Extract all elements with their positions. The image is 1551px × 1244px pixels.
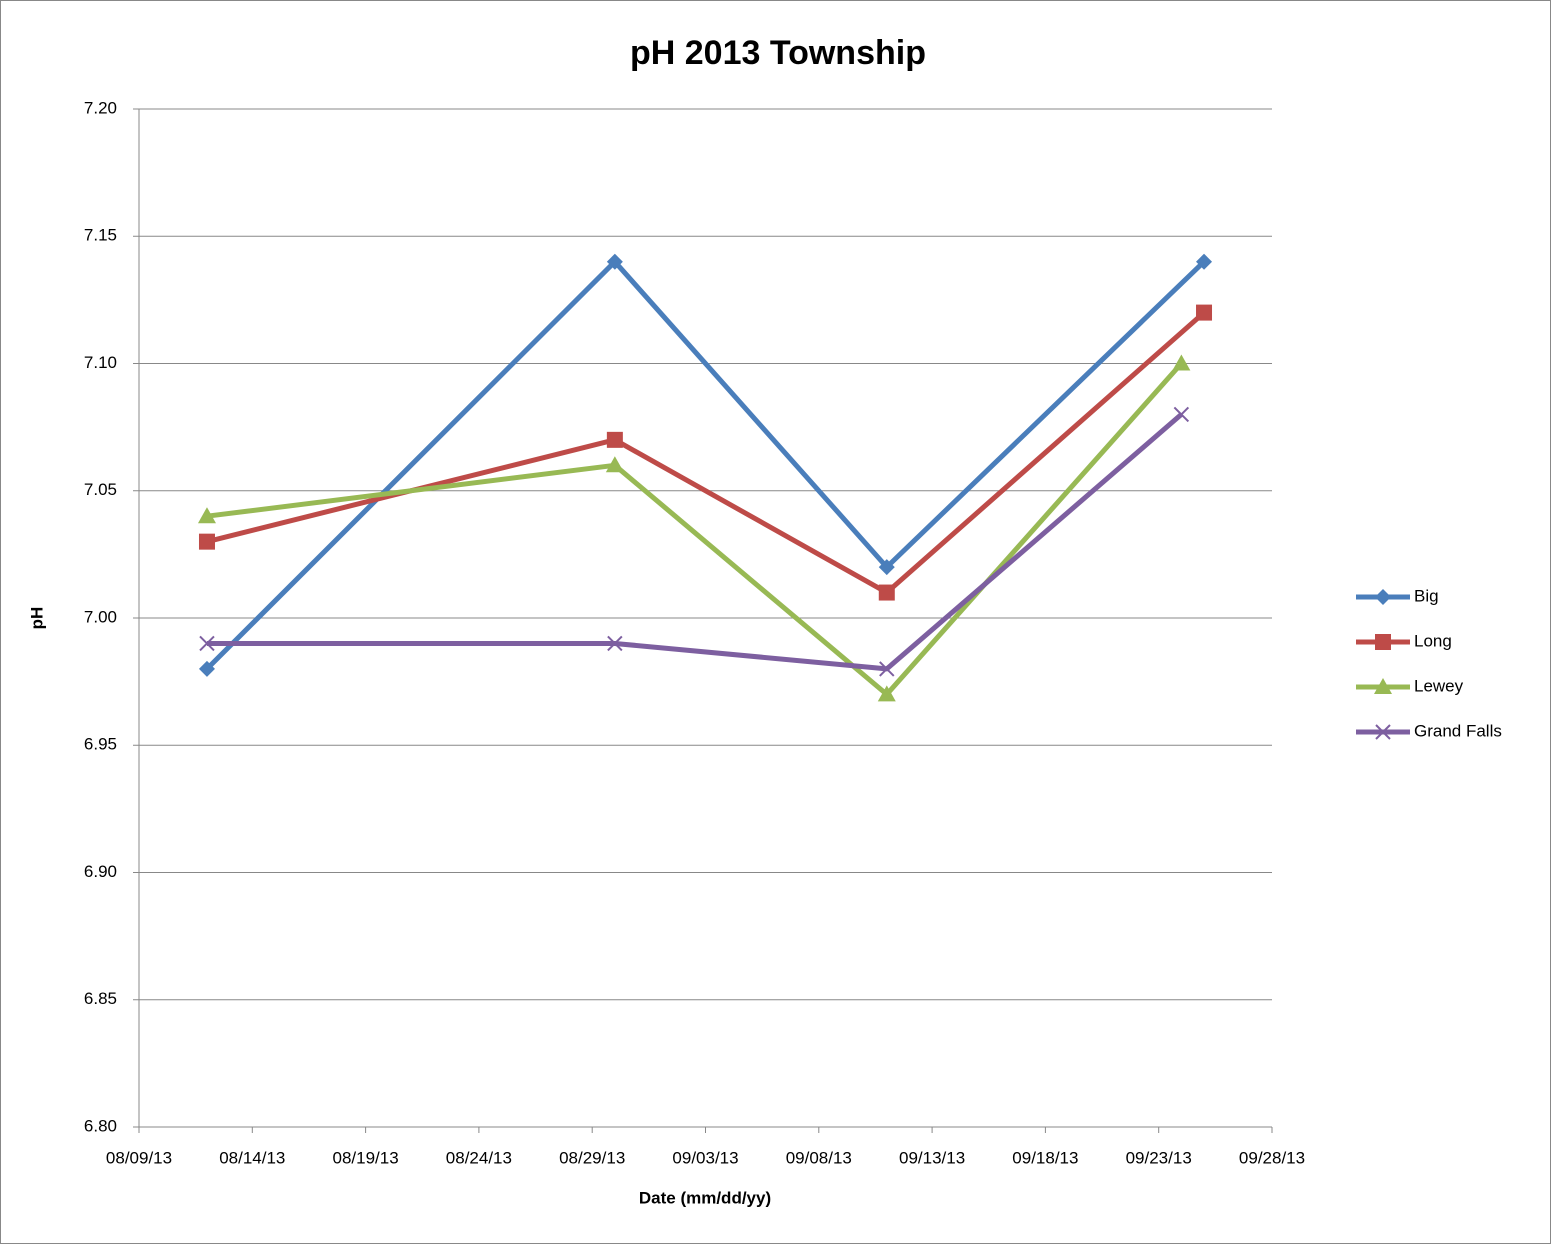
x-tick-label: 08/19/13 xyxy=(333,1148,399,1167)
chart-title: pH 2013 Township xyxy=(630,34,926,72)
y-tick-label: 6.85 xyxy=(84,989,117,1008)
x-tick-label: 09/18/13 xyxy=(1012,1148,1078,1167)
series-line xyxy=(205,259,1206,671)
x-tick-label: 09/03/13 xyxy=(672,1148,738,1167)
legend-label: Grand Falls xyxy=(1414,721,1502,740)
x-axis-label: Date (mm/dd/yy) xyxy=(639,1188,771,1207)
legend-marker xyxy=(1375,724,1391,740)
data-point xyxy=(1196,304,1213,321)
data-point xyxy=(605,456,624,473)
data-point xyxy=(606,253,623,270)
data-point xyxy=(878,584,895,601)
x-tick-label: 08/29/13 xyxy=(559,1148,625,1167)
legend-label: Long xyxy=(1414,631,1452,650)
data-point xyxy=(606,431,623,448)
y-tick-label: 7.15 xyxy=(84,226,117,245)
x-tick-label: 09/13/13 xyxy=(899,1148,965,1167)
y-tick-label: 6.80 xyxy=(84,1116,117,1135)
x-tick-label: 08/24/13 xyxy=(446,1148,512,1167)
data-point xyxy=(199,635,215,652)
data-point xyxy=(1173,406,1190,423)
data-point xyxy=(1172,354,1191,371)
data-point xyxy=(879,661,895,677)
data-point xyxy=(197,507,216,524)
legend-marker xyxy=(1375,589,1391,605)
x-tick-label: 09/28/13 xyxy=(1239,1148,1305,1167)
data-point xyxy=(198,660,215,677)
x-tick-label: 08/14/13 xyxy=(219,1148,285,1167)
x-tick-label: 09/23/13 xyxy=(1126,1148,1192,1167)
legend-marker xyxy=(1375,634,1391,650)
legend-label: Big xyxy=(1414,586,1439,605)
x-tick-label: 09/08/13 xyxy=(786,1148,852,1167)
y-tick-label: 7.05 xyxy=(84,480,117,499)
y-tick-label: 6.90 xyxy=(84,862,117,881)
x-tick-label: 08/09/13 xyxy=(106,1148,172,1167)
data-point xyxy=(1196,253,1213,270)
y-tick-label: 7.10 xyxy=(84,353,117,372)
data-point xyxy=(878,559,895,576)
legend-marker xyxy=(1374,678,1392,694)
y-tick-label: 7.20 xyxy=(84,98,117,117)
series-line xyxy=(206,412,1183,672)
data-point xyxy=(607,635,623,652)
series-line xyxy=(206,361,1184,697)
y-axis-label: pH xyxy=(27,607,46,630)
legend-label: Lewey xyxy=(1414,676,1464,695)
y-tick-label: 6.95 xyxy=(84,735,117,754)
data-point xyxy=(198,533,215,550)
data-point xyxy=(877,685,896,702)
y-tick-label: 7.00 xyxy=(84,607,117,626)
